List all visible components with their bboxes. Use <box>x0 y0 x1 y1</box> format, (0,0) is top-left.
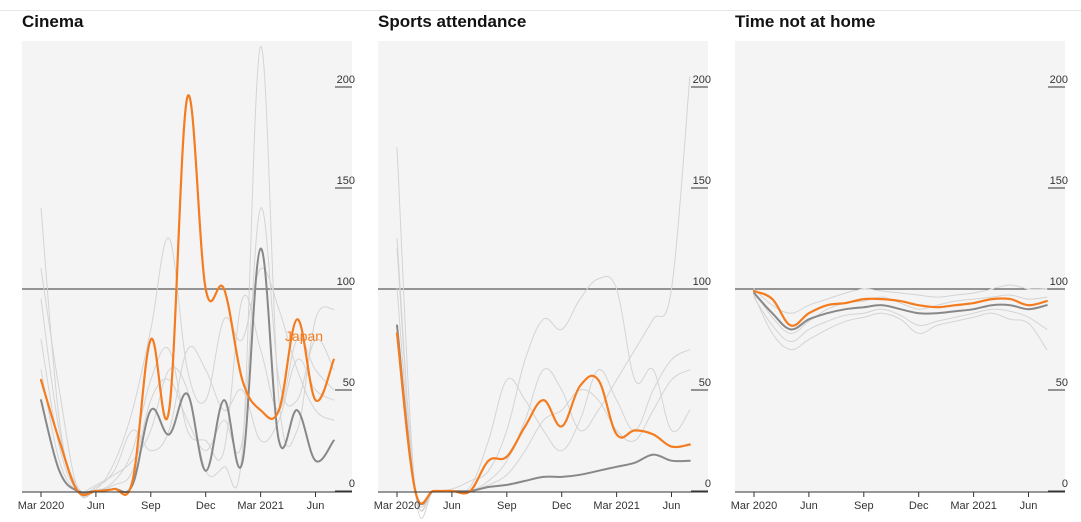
y-tick-label: 200 <box>693 74 711 86</box>
series-line-highlight <box>39 94 335 497</box>
plot-background <box>22 41 352 492</box>
y-tick-label: 150 <box>337 175 355 187</box>
x-tick-label: Mar 2020 <box>731 500 777 512</box>
y-tick-label: 0 <box>1062 478 1068 490</box>
y-tick-label: 100 <box>1050 276 1068 288</box>
sports-attendance-plot: 0 50 100 150 200 Mar 2020 Jun Sep Dec Mar 2021 Jun <box>374 41 711 519</box>
x-tick-label: Jun <box>663 500 681 512</box>
y-tick-label: 200 <box>337 74 355 86</box>
x-tick-label: Sep <box>854 500 874 512</box>
x-tick-label: Jun <box>307 500 325 512</box>
time-not-at-home-plot: 0 50 100 150 200 Mar 2020 Jun Sep Dec Mar 2021 Jun <box>731 41 1068 512</box>
top-divider <box>0 0 1081 11</box>
plot-background <box>735 41 1065 492</box>
x-tick-label: Sep <box>497 500 517 512</box>
x-tick-label: Jun <box>1020 500 1038 512</box>
series-line-other <box>753 290 1048 334</box>
x-tick-label: Mar 2020 <box>374 500 420 512</box>
y-tick-label: 100 <box>337 276 355 288</box>
x-tick-label: Jun <box>443 500 461 512</box>
series-line-highlight <box>395 332 691 505</box>
x-tick-label: Dec <box>552 500 572 512</box>
series-line-median <box>753 292 1048 331</box>
x-tick-label: Mar 2021 <box>950 500 996 512</box>
series-annotation: Japan <box>285 328 323 344</box>
x-tick-label: Jun <box>87 500 105 512</box>
x-tick-label: Dec <box>196 500 216 512</box>
series-line-other <box>753 296 1048 343</box>
series-line-other <box>753 284 1048 314</box>
x-tick-label: Mar 2021 <box>237 500 283 512</box>
y-tick-label: 50 <box>343 377 355 389</box>
y-tick-label: 200 <box>1050 74 1068 86</box>
chart-title: Sports attendance <box>378 12 527 31</box>
y-tick-label: 150 <box>693 175 711 187</box>
y-tick-label: 0 <box>705 478 711 490</box>
x-tick-label: Mar 2020 <box>18 500 64 512</box>
series-line-other <box>753 294 1048 351</box>
x-tick-label: Dec <box>909 500 929 512</box>
y-tick-label: 0 <box>349 478 355 490</box>
cinema-plot: 0 50 100 150 200 Mar 2020 Jun Sep Dec Mar 2021 Jun… <box>18 41 355 512</box>
y-tick-label: 150 <box>1050 175 1068 187</box>
y-tick-label: 100 <box>693 276 711 288</box>
series-line-highlight <box>752 289 1048 327</box>
series-line-other <box>40 46 335 493</box>
y-tick-label: 50 <box>699 377 711 389</box>
y-tick-label: 50 <box>1056 377 1068 389</box>
x-tick-label: Mar 2021 <box>593 500 639 512</box>
x-tick-label: Jun <box>800 500 818 512</box>
x-tick-label: Sep <box>141 500 161 512</box>
chart-title: Time not at home <box>735 12 876 31</box>
chart-title: Cinema <box>22 12 84 31</box>
plot-background <box>378 41 708 492</box>
